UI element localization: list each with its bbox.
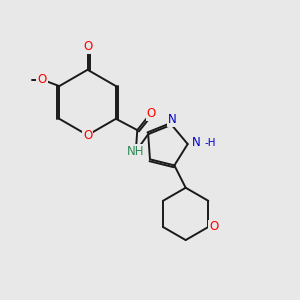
Text: O: O [83, 40, 92, 53]
Text: O: O [147, 107, 156, 120]
Text: O: O [209, 220, 218, 233]
Text: O: O [83, 129, 92, 142]
Text: NH: NH [127, 145, 145, 158]
Text: -H: -H [205, 138, 216, 148]
Text: N: N [192, 136, 201, 149]
Text: N: N [168, 113, 176, 126]
Text: O: O [38, 73, 47, 86]
